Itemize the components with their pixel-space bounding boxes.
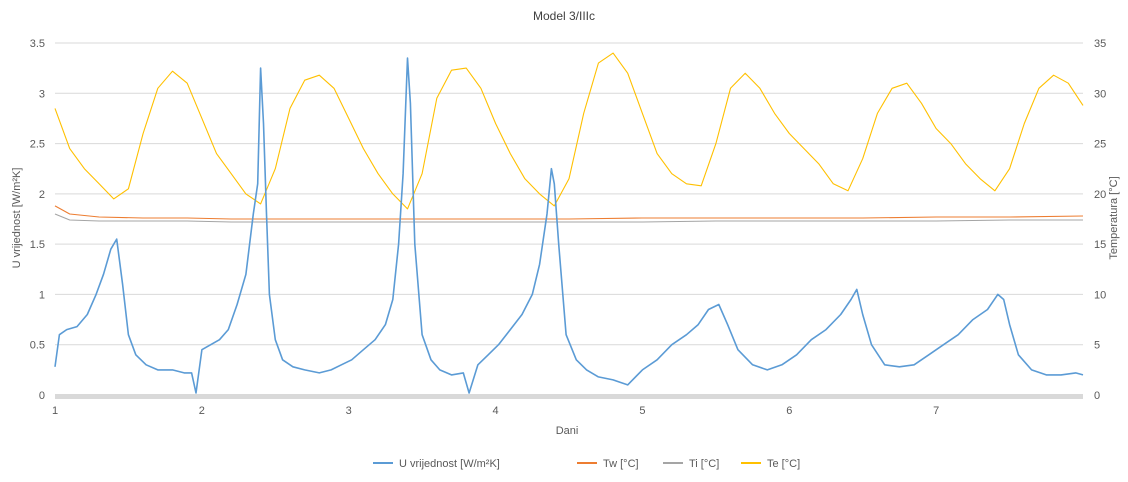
x-axis-title: Dani xyxy=(556,425,579,437)
right-tick-label: 20 xyxy=(1094,189,1106,201)
legend-label: Te [°C] xyxy=(767,458,800,470)
left-tick-label: 2 xyxy=(39,189,45,201)
left-axis-ticks: 0 0.5 1 1.5 2 2.5 3 3.5 xyxy=(30,38,45,402)
x-tick-label: 4 xyxy=(493,405,499,417)
plot-series xyxy=(54,52,1084,394)
chart-title: Model 3/IIIc xyxy=(533,9,595,23)
gridlines xyxy=(55,42,1083,346)
x-tick-label: 1 xyxy=(52,405,58,417)
x-tick-label: 2 xyxy=(199,405,205,417)
series-line xyxy=(54,57,1084,394)
left-tick-label: 1 xyxy=(39,289,45,301)
left-tick-label: 3 xyxy=(39,88,45,100)
x-tick-label: 7 xyxy=(933,405,939,417)
x-tick-label: 5 xyxy=(639,405,645,417)
left-tick-label: 0 xyxy=(39,390,45,402)
left-tick-label: 1.5 xyxy=(30,239,45,251)
right-tick-label: 15 xyxy=(1094,239,1106,251)
right-axis-title: Temperatura [°C] xyxy=(1108,176,1120,259)
series-line xyxy=(54,52,1084,210)
right-tick-label: 30 xyxy=(1094,88,1106,100)
legend-label: U vrijednost [W/m²K] xyxy=(399,458,500,470)
x-tick-label: 6 xyxy=(786,405,792,417)
right-axis-ticks: 0 5 10 15 20 25 30 35 xyxy=(1094,38,1106,402)
left-axis-title: U vrijednost [W/m²K] xyxy=(11,168,23,269)
legend-label: Tw [°C] xyxy=(603,458,639,470)
x-axis-line xyxy=(55,394,1083,399)
x-tick-label: 3 xyxy=(346,405,352,417)
series-line xyxy=(54,205,1084,220)
legend-label: Ti [°C] xyxy=(689,458,719,470)
left-tick-label: 0.5 xyxy=(30,340,45,352)
legend: U vrijednost [W/m²K] Tw [°C] Ti [°C] Te [°C… xyxy=(373,458,800,470)
right-tick-label: 5 xyxy=(1094,340,1100,352)
left-tick-label: 2.5 xyxy=(30,139,45,151)
left-tick-label: 3.5 xyxy=(30,38,45,50)
right-tick-label: 10 xyxy=(1094,289,1106,301)
right-tick-label: 25 xyxy=(1094,139,1106,151)
series-line xyxy=(54,213,1083,223)
right-tick-label: 0 xyxy=(1094,390,1100,402)
right-tick-label: 35 xyxy=(1094,38,1106,50)
x-axis-ticks: 1 2 3 4 5 6 7 xyxy=(52,405,939,417)
